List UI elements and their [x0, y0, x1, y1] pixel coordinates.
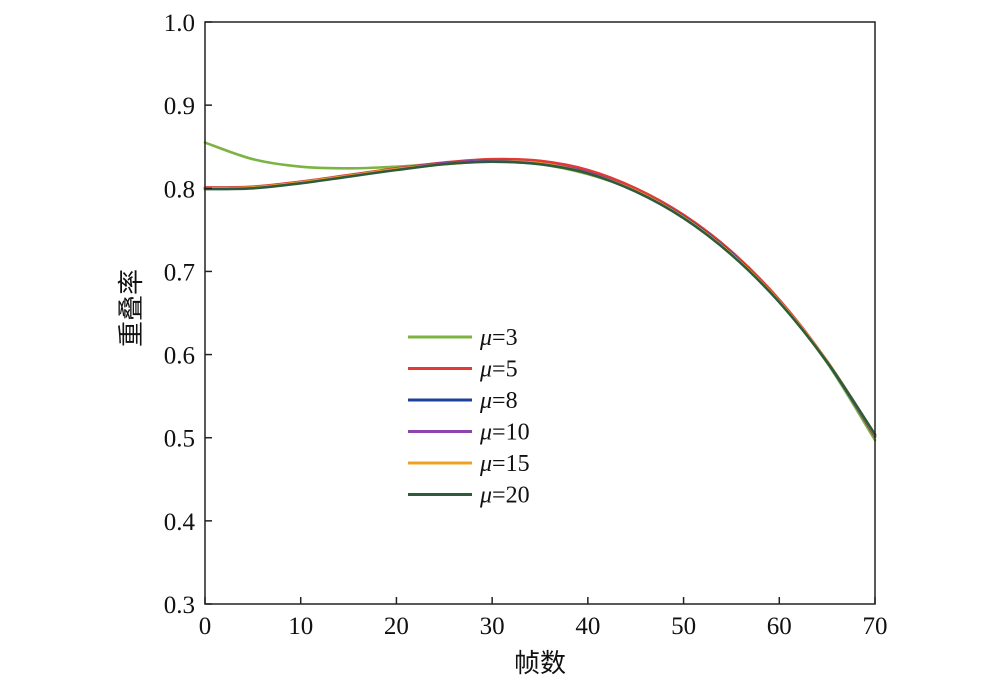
x-tick-label: 70: [863, 613, 888, 640]
y-tick-label: 0.3: [164, 592, 195, 619]
y-tick-label: 0.6: [164, 343, 195, 370]
legend-mu-symbol: μ: [479, 420, 492, 446]
x-tick-label: 10: [288, 613, 313, 640]
legend-label: μ=15: [479, 451, 530, 477]
legend-label: μ=10: [479, 420, 530, 446]
y-tick-label: 0.8: [164, 176, 195, 203]
y-tick-label: 0.4: [164, 509, 196, 536]
y-tick-label: 0.9: [164, 93, 195, 120]
x-tick-label: 20: [384, 613, 409, 640]
legend-label: μ=5: [479, 357, 518, 383]
y-tick-label: 1.0: [164, 10, 195, 37]
series-line: [203, 160, 877, 436]
legend-value: =20: [492, 483, 530, 509]
series-line: [203, 141, 877, 442]
ticks-layer: 0 10 20 30 40 50 60 70 0.3 0.4 0.5 0.6 0.7 0.8 0.9 1.0: [164, 10, 888, 640]
legend-mu-symbol: μ: [479, 451, 492, 477]
x-tick-label: 40: [575, 613, 600, 640]
legend-label: μ=20: [479, 483, 530, 509]
x-tick-label: 50: [671, 613, 696, 640]
legend-mu-symbol: μ: [479, 357, 492, 383]
legend-value: =5: [492, 357, 518, 383]
legend-label: μ=8: [479, 388, 518, 414]
x-axis-title: 帧数: [514, 649, 566, 679]
series-layer: [203, 141, 877, 442]
legend-mu-symbol: μ: [479, 388, 492, 414]
legend-mu-symbol: μ: [479, 325, 492, 351]
legend-value: =3: [492, 325, 518, 351]
x-tick-label: 60: [767, 613, 792, 640]
plot-frame: [204, 21, 876, 605]
legend-mu-symbol: μ: [479, 483, 492, 509]
x-tick-label: 0: [199, 613, 212, 640]
y-tick-label: 0.7: [164, 259, 195, 286]
legend-value: =15: [492, 451, 530, 477]
legend-label: μ=3: [479, 325, 518, 351]
legend-value: =8: [492, 388, 518, 414]
y-tick-label: 0.5: [164, 426, 195, 453]
y-axis-title: 重叠率: [117, 269, 147, 347]
x-tick-label: 30: [480, 613, 505, 640]
legend: μ=3μ=5μ=8μ=10μ=15μ=20: [408, 325, 530, 509]
legend-value: =10: [492, 420, 530, 446]
